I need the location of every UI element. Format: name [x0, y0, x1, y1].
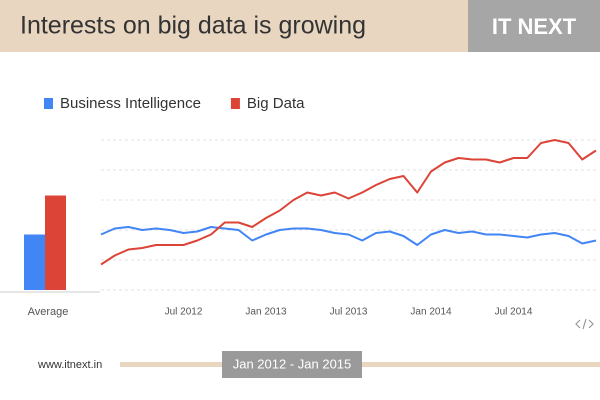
average-bar [45, 195, 66, 290]
embed-icon [575, 318, 594, 330]
logo-box [468, 0, 600, 52]
chart-title: Interests on big data is growing [20, 12, 366, 40]
legend-swatch [230, 98, 240, 109]
legend-swatch [44, 98, 53, 109]
x-tick-label: Jul 2013 [330, 307, 368, 318]
x-tick-label: Jul 2014 [495, 307, 533, 318]
line [100, 139, 597, 266]
average-bar [24, 234, 45, 290]
website: www.itnext.in [37, 359, 102, 371]
date-box [222, 351, 362, 378]
x-tick-label: Jan 2014 [410, 307, 452, 318]
title-banner [0, 0, 468, 52]
legend-label: Big Data [247, 95, 305, 112]
legend-label: Business Intelligence [60, 95, 201, 112]
average-label: Average [28, 306, 69, 318]
x-tick-label: Jan 2013 [245, 307, 287, 318]
logo: IT NEXT [492, 14, 577, 39]
x-tick-label: Jul 2012 [165, 307, 203, 318]
line [100, 226, 597, 246]
date-range: Jan 2012 - Jan 2015 [233, 356, 352, 371]
